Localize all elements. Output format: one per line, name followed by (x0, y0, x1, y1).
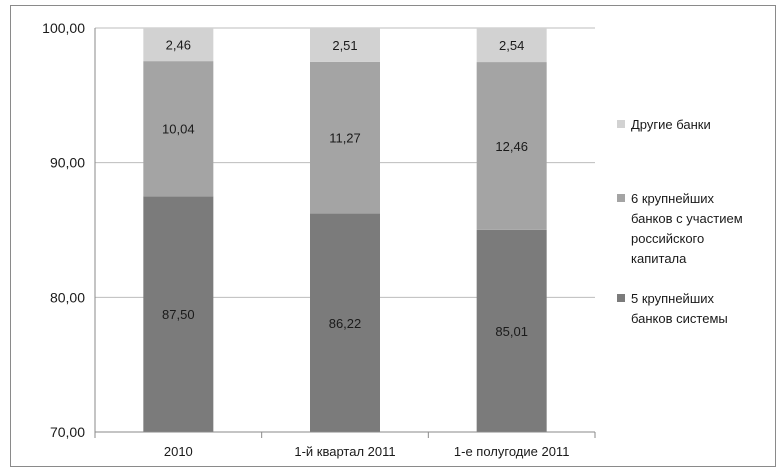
x-tick-label: 1-е полугодие 2011 (454, 444, 570, 459)
data-label: 10,04 (162, 122, 195, 137)
legend-swatch (617, 120, 625, 128)
data-label: 87,50 (162, 307, 195, 322)
bar-segment (310, 213, 380, 432)
bar-segment (143, 196, 214, 432)
data-label: 2,51 (332, 38, 357, 53)
legend-label-line: капитала (631, 251, 687, 266)
bar-segment (476, 229, 547, 432)
legend-layer: Другие банки 6 крупнейших банков с участие… (617, 117, 743, 326)
bars-layer (143, 28, 547, 432)
y-tick-label: 70,00 (50, 424, 85, 440)
legend-label-line: российского (631, 231, 704, 246)
data-label: 85,01 (495, 324, 528, 339)
y-tick-label: 100,00 (42, 20, 85, 36)
y-tick-label: 90,00 (50, 155, 85, 171)
legend-swatch (617, 194, 625, 202)
chart-frame (10, 5, 776, 467)
data-label: 2,46 (166, 38, 191, 53)
labels-layer: 87,50 10,04 2,46 86,22 11,27 2,51 85,01 12,46 2,… (162, 38, 528, 339)
data-label: 86,22 (329, 316, 362, 331)
legend-label-line: банков с участием (631, 211, 743, 226)
data-label: 12,46 (495, 139, 528, 154)
legend-label: Другие банки (631, 117, 711, 132)
bar-segment (310, 28, 380, 62)
bar-segment (143, 28, 214, 62)
x-tick-label: 1-й квартал 2011 (294, 444, 395, 459)
data-label: 2,54 (499, 38, 524, 53)
x-tick-label: 2010 (164, 444, 193, 459)
legend-label: 6 крупнейших банков с участием российского… (631, 191, 743, 266)
legend-label: 5 крупнейших банков системы (631, 291, 728, 326)
legend-label-line: банков системы (631, 311, 728, 326)
bar-segment (476, 28, 547, 63)
bar-segment (310, 61, 380, 214)
axis-layer: 70,00 80,00 90,00 100,00 2010 1-й квартал 201… (42, 20, 596, 459)
y-tick-label: 80,00 (50, 289, 85, 305)
legend-label-line: 5 крупнейших (631, 291, 715, 306)
bar-segment (476, 62, 547, 230)
data-label: 11,27 (329, 131, 361, 146)
legend-swatch (617, 294, 625, 302)
legend-label-line: Другие банки (631, 117, 711, 132)
bar-segment (143, 61, 214, 197)
legend-label-line: 6 крупнейших (631, 191, 715, 206)
